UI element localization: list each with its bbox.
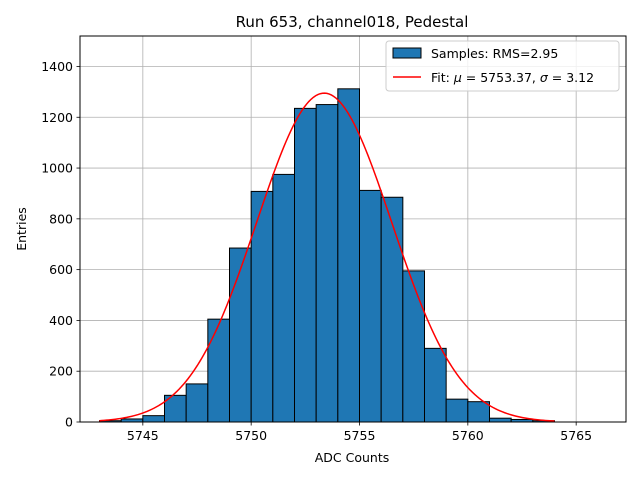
legend-box (385, 40, 620, 92)
histogram-bar (272, 173, 296, 423)
x-tick-label: 5745 (127, 428, 159, 443)
y-tick-label: 1200 (41, 110, 73, 125)
histogram-bar (142, 415, 165, 423)
x-tick-label: 5760 (452, 428, 484, 443)
y-axis-label: Entries (14, 207, 29, 251)
legend-fit-prefix: Fit: (431, 70, 454, 85)
legend: Samples: RMS=2.95 Fit: μ = 5753.37, σ = … (385, 40, 620, 92)
y-tick-label: 0 (65, 415, 73, 430)
histogram-bar (402, 270, 426, 423)
legend-label-fit: Fit: μ = 5753.37, σ = 3.12 (431, 70, 594, 85)
y-tick-label: 200 (49, 364, 73, 379)
histogram-bar (359, 189, 382, 423)
histogram-bar (294, 107, 317, 423)
histogram-bar (337, 88, 361, 423)
legend-fit-sigma-value: = 3.12 (548, 70, 594, 85)
histogram-bar (424, 347, 447, 423)
y-axis-ticks: 0 200 400 600 800 1000 1200 1400 (41, 59, 80, 430)
legend-fit-sigma-symbol: σ (540, 70, 549, 85)
x-tick-label: 5750 (235, 428, 267, 443)
chart-title: Run 653, channel018, Pedestal (236, 13, 469, 31)
histogram-bar (250, 190, 274, 423)
x-axis-label: ADC Counts (315, 450, 390, 465)
histogram-bar (229, 247, 252, 423)
legend-fit-mu-value: = 5753.37, (462, 70, 540, 85)
x-axis-ticks: 5745 5750 5755 5760 5765 (127, 422, 592, 443)
y-tick-label: 1400 (41, 59, 73, 74)
histogram-bar (467, 401, 491, 423)
histogram-bar (207, 318, 230, 423)
x-tick-label: 5755 (344, 428, 376, 443)
histogram-bar (380, 196, 404, 423)
legend-swatch-samples (392, 47, 422, 59)
fit-curve (99, 92, 555, 422)
histogram-bar (489, 417, 512, 423)
legend-fit-mu-symbol: μ (453, 70, 462, 85)
histogram-bar (315, 104, 339, 423)
legend-label-samples: Samples: RMS=2.95 (431, 46, 558, 61)
y-tick-label: 800 (49, 211, 73, 226)
y-tick-label: 400 (49, 313, 73, 328)
y-tick-label: 600 (49, 262, 73, 277)
x-tick-label: 5765 (560, 428, 592, 443)
plot-frame (79, 35, 627, 423)
y-tick-label: 1000 (41, 161, 73, 176)
histogram-bar (185, 383, 209, 423)
histogram-bar (445, 398, 469, 423)
